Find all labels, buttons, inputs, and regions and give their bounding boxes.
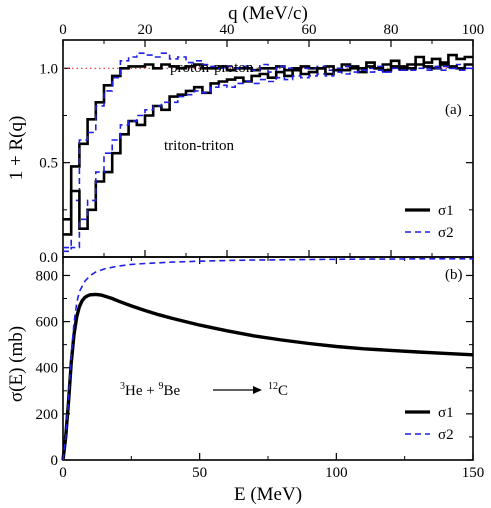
b-x-tick-label: 100 — [325, 465, 348, 481]
b-x-tick-label: 50 — [192, 465, 207, 481]
a-y-tick-label: 1.0 — [39, 61, 58, 77]
a-x-tick-label: 60 — [302, 22, 317, 38]
b-series-sigma2 — [62, 258, 473, 461]
a-series-proton-proton-sigma1 — [63, 53, 473, 221]
a-series-triton-triton-sigma1 — [63, 61, 473, 236]
b-series-sigma1 — [61, 292, 474, 461]
panel-a-ticks: 0 20 40 60 80 100 0.0 0.5 1.0 — [39, 22, 484, 266]
a-x-tick-label: 20 — [138, 22, 153, 38]
panel-b: 0 50 100 150 0 200 400 600 800 E (MeV) σ(E) (mb)… — [6, 256, 485, 505]
a-series-triton-triton-sigma2 — [63, 65, 473, 253]
panel-b-y-title: σ(E) (mb) — [6, 326, 27, 402]
panel-b-frame — [62, 256, 474, 461]
panel-b-ticks: 0 50 100 150 0 200 400 600 800 — [36, 257, 485, 481]
panel-b-x-title: E (MeV) — [234, 484, 302, 505]
a-x-tick-label: 80 — [384, 22, 399, 38]
reaction-reactants: 3He + 9Be — [120, 381, 180, 399]
b-x-tick-label: 0 — [59, 465, 67, 481]
b-y-tick-label: 800 — [36, 268, 59, 284]
b-y-tick-label: 0 — [51, 453, 59, 469]
b-y-tick-label: 400 — [36, 361, 59, 377]
panel-b-series — [61, 258, 474, 461]
legend-a-sigma2-label: σ2 — [438, 225, 454, 241]
annotation-triton-triton: triton-triton — [164, 138, 234, 154]
panel-b-legend: σ1 σ2 — [405, 405, 454, 443]
panel-a-label: (a) — [445, 102, 462, 118]
a-x-tick-label: 40 — [220, 22, 235, 38]
a-y-tick-label: 0.0 — [39, 250, 58, 266]
reaction-annotation: 3He + 9Be 12C — [120, 381, 288, 399]
legend-b-sigma2-label: σ2 — [438, 427, 454, 443]
a-series-proton-proton-sigma2 — [63, 52, 473, 249]
b-y-tick-label: 600 — [36, 315, 59, 331]
a-x-tick-label: 100 — [462, 22, 485, 38]
panel-a-legend: σ1 σ2 — [405, 203, 454, 241]
a-x-tick-label: 0 — [59, 22, 67, 38]
panel-a: 0 20 40 60 80 100 0.0 0.5 1.0 q (MeV/c) 1 + R(q)… — [6, 3, 484, 266]
reaction-arrow-head — [253, 386, 262, 394]
legend-a-sigma1-label: σ1 — [438, 203, 454, 219]
panel-b-label: (b) — [445, 267, 463, 283]
annotation-proton-proton: proton-proton — [170, 60, 254, 76]
b-x-tick-label: 150 — [462, 465, 485, 481]
panel-a-y-title: 1 + R(q) — [6, 116, 27, 181]
panel-a-series — [63, 52, 473, 253]
panel-a-x-title: q (MeV/c) — [228, 3, 308, 24]
b-y-tick-label: 200 — [36, 407, 59, 423]
reaction-product: 12C — [268, 381, 288, 399]
a-y-tick-label: 0.5 — [39, 156, 58, 172]
legend-b-sigma1-label: σ1 — [438, 405, 454, 421]
